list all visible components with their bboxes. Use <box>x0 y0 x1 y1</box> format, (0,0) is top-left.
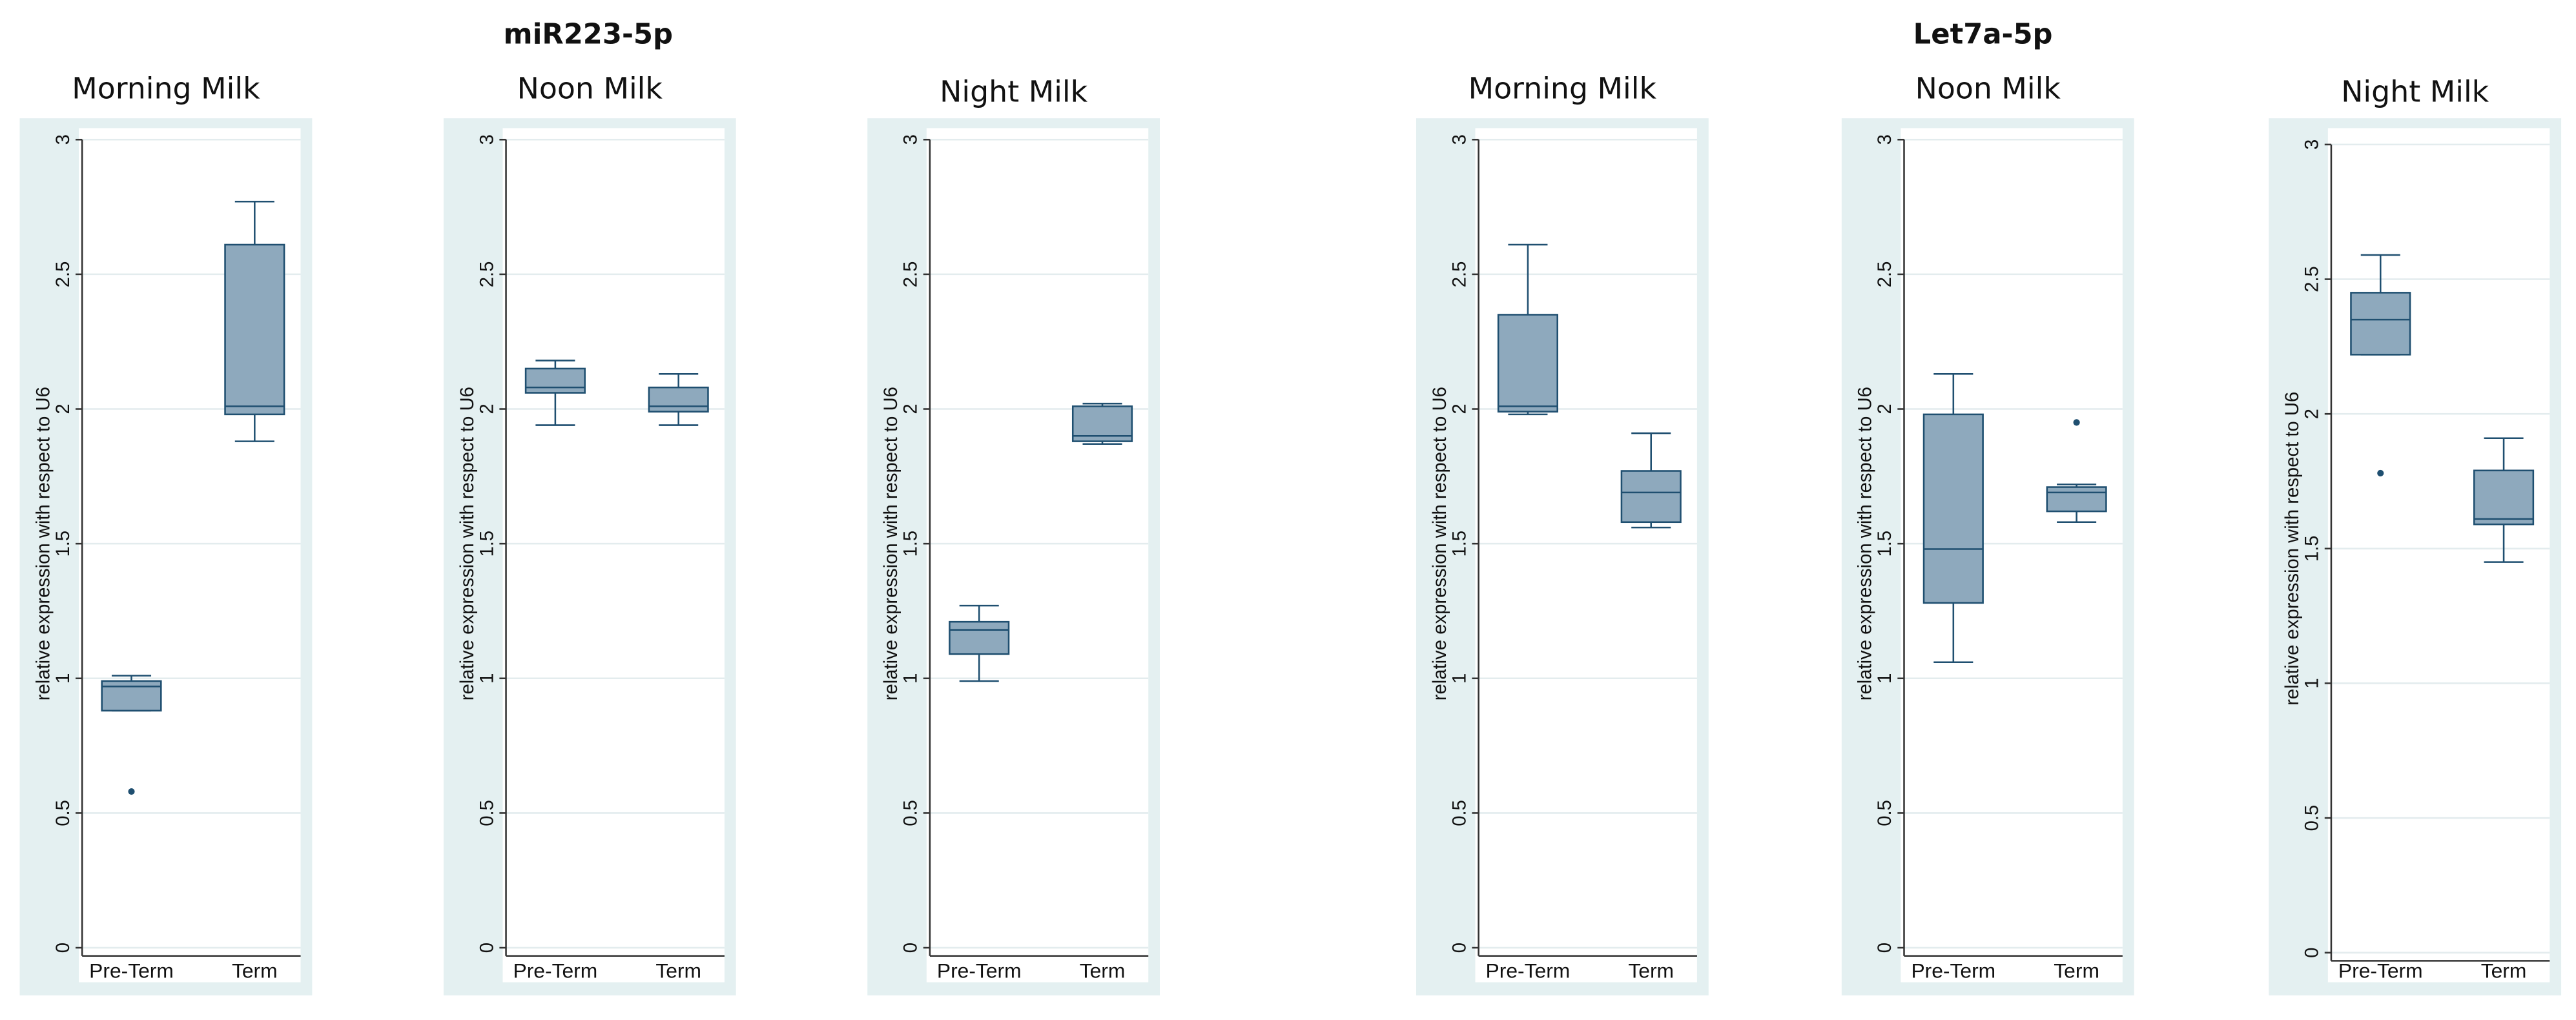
y-tick-label: 2.5 <box>901 261 922 288</box>
panel: Noon Milk 0 0.5 1 1.5 2 2.5 3 relative expressio… <box>443 70 736 995</box>
box <box>2473 469 2535 525</box>
panel: Night Milk 0 0.5 1 1.5 2 2.5 3 relative expressi… <box>867 74 1160 995</box>
y-tick-label: 3 <box>901 134 922 145</box>
y-tick-label: 1 <box>901 673 922 684</box>
y-tick-label: 1 <box>1449 673 1470 684</box>
plot-area <box>502 128 725 983</box>
outlier <box>128 788 135 795</box>
y-tick-label: 3 <box>2302 139 2323 150</box>
chart-title: Night Milk <box>2341 74 2489 109</box>
y-tick-label: 0.5 <box>1449 800 1470 826</box>
y-tick-label: 0 <box>53 943 74 953</box>
panel: Noon Milk 0 0.5 1 1.5 2 2.5 3 relative expressio… <box>1841 70 2134 995</box>
box <box>524 367 586 394</box>
y-tick-label: 2.5 <box>1449 261 1470 288</box>
outlier <box>2073 419 2080 426</box>
y-tick-label: 3 <box>1449 134 1470 145</box>
group-heading: miR223-5p <box>504 18 673 50</box>
y-tick-label: 2 <box>477 403 497 414</box>
y-tick-label: 0.5 <box>53 800 74 826</box>
panel: Night Milk 0 0.5 1 1.5 2 2.5 3 relative expressi… <box>2269 74 2562 995</box>
x-tick-label: Pre-Term <box>937 959 1022 983</box>
x-tick-label: Term <box>232 959 278 983</box>
y-tick-label: 3 <box>477 134 497 145</box>
y-tick-label: 0 <box>477 943 497 953</box>
y-tick-label: 1 <box>1875 673 1895 684</box>
y-tick-label: 1.5 <box>477 531 497 557</box>
x-tick-label: Pre-Term <box>2338 959 2423 983</box>
y-axis-label: relative expression with respect to U6 <box>2282 392 2303 706</box>
y-tick-label: 0.5 <box>1875 800 1895 826</box>
y-tick-label: 1 <box>53 673 74 684</box>
y-axis-label: relative expression with respect to U6 <box>881 387 902 700</box>
chart-title: Morning Milk <box>72 70 260 105</box>
box <box>2046 486 2107 513</box>
y-tick-label: 1.5 <box>53 531 74 557</box>
box <box>1497 314 1558 413</box>
plot-area <box>1475 128 1697 983</box>
y-tick-label: 2 <box>901 403 922 414</box>
y-tick-label: 0.5 <box>2302 805 2323 831</box>
plot-area <box>2327 128 2550 983</box>
y-tick-label: 0 <box>1875 943 1895 953</box>
box <box>101 680 162 712</box>
box <box>2350 292 2411 356</box>
plot-area <box>926 128 1149 983</box>
y-tick-label: 2 <box>1449 403 1470 414</box>
y-axis-label: relative expression with respect to U6 <box>1855 387 1876 700</box>
y-tick-label: 2.5 <box>1875 261 1895 288</box>
panel: Morning Milk 0 0.5 1 1.5 2 2.5 3 relative expres… <box>19 70 313 995</box>
box <box>224 243 285 416</box>
y-axis-label: relative expression with respect to U6 <box>457 387 478 700</box>
chart-title: Noon Milk <box>1915 70 2061 105</box>
x-tick-label: Term <box>1080 959 1126 983</box>
x-tick-label: Term <box>2481 959 2527 983</box>
y-tick-label: 1.5 <box>1449 531 1470 557</box>
x-tick-label: Pre-Term <box>89 959 174 983</box>
panel: Morning Milk 0 0.5 1 1.5 2 2.5 3 relative expres… <box>1416 70 1709 995</box>
x-tick-label: Pre-Term <box>1911 959 1995 983</box>
y-tick-label: 2.5 <box>2302 266 2323 292</box>
y-tick-label: 2.5 <box>53 261 74 288</box>
y-tick-label: 1.5 <box>901 531 922 557</box>
group-heading: Let7a-5p <box>1913 18 2053 50</box>
x-tick-label: Term <box>2054 959 2099 983</box>
x-tick-label: Term <box>1628 959 1674 983</box>
y-axis-label: relative expression with respect to U6 <box>33 387 54 700</box>
y-tick-label: 3 <box>53 134 74 145</box>
y-tick-label: 3 <box>1875 134 1895 145</box>
box <box>648 386 709 413</box>
outlier <box>2377 469 2384 477</box>
y-tick-label: 0 <box>901 943 922 953</box>
y-tick-label: 1 <box>2302 678 2323 688</box>
x-tick-label: Term <box>655 959 701 983</box>
y-tick-label: 0.5 <box>477 800 497 826</box>
y-tick-label: 2 <box>1875 403 1895 414</box>
box <box>1620 470 1682 524</box>
y-tick-label: 1.5 <box>1875 531 1895 557</box>
y-tick-label: 0 <box>2302 948 2323 958</box>
chart-title: Noon Milk <box>517 70 663 105</box>
y-tick-label: 2 <box>2302 409 2323 419</box>
y-tick-label: 1 <box>477 673 497 684</box>
y-axis-label: relative expression with respect to U6 <box>1430 387 1450 700</box>
chart-title: Morning Milk <box>1468 70 1657 105</box>
x-tick-label: Pre-Term <box>1486 959 1571 983</box>
x-tick-label: Pre-Term <box>513 959 598 983</box>
y-tick-label: 2.5 <box>477 261 497 288</box>
chart-title: Night Milk <box>940 74 1087 109</box>
y-tick-label: 0.5 <box>901 800 922 826</box>
y-tick-label: 0 <box>1449 943 1470 953</box>
y-tick-label: 1.5 <box>2302 535 2323 562</box>
box <box>1922 413 1984 604</box>
y-tick-label: 2 <box>53 403 74 414</box>
box <box>949 620 1010 655</box>
